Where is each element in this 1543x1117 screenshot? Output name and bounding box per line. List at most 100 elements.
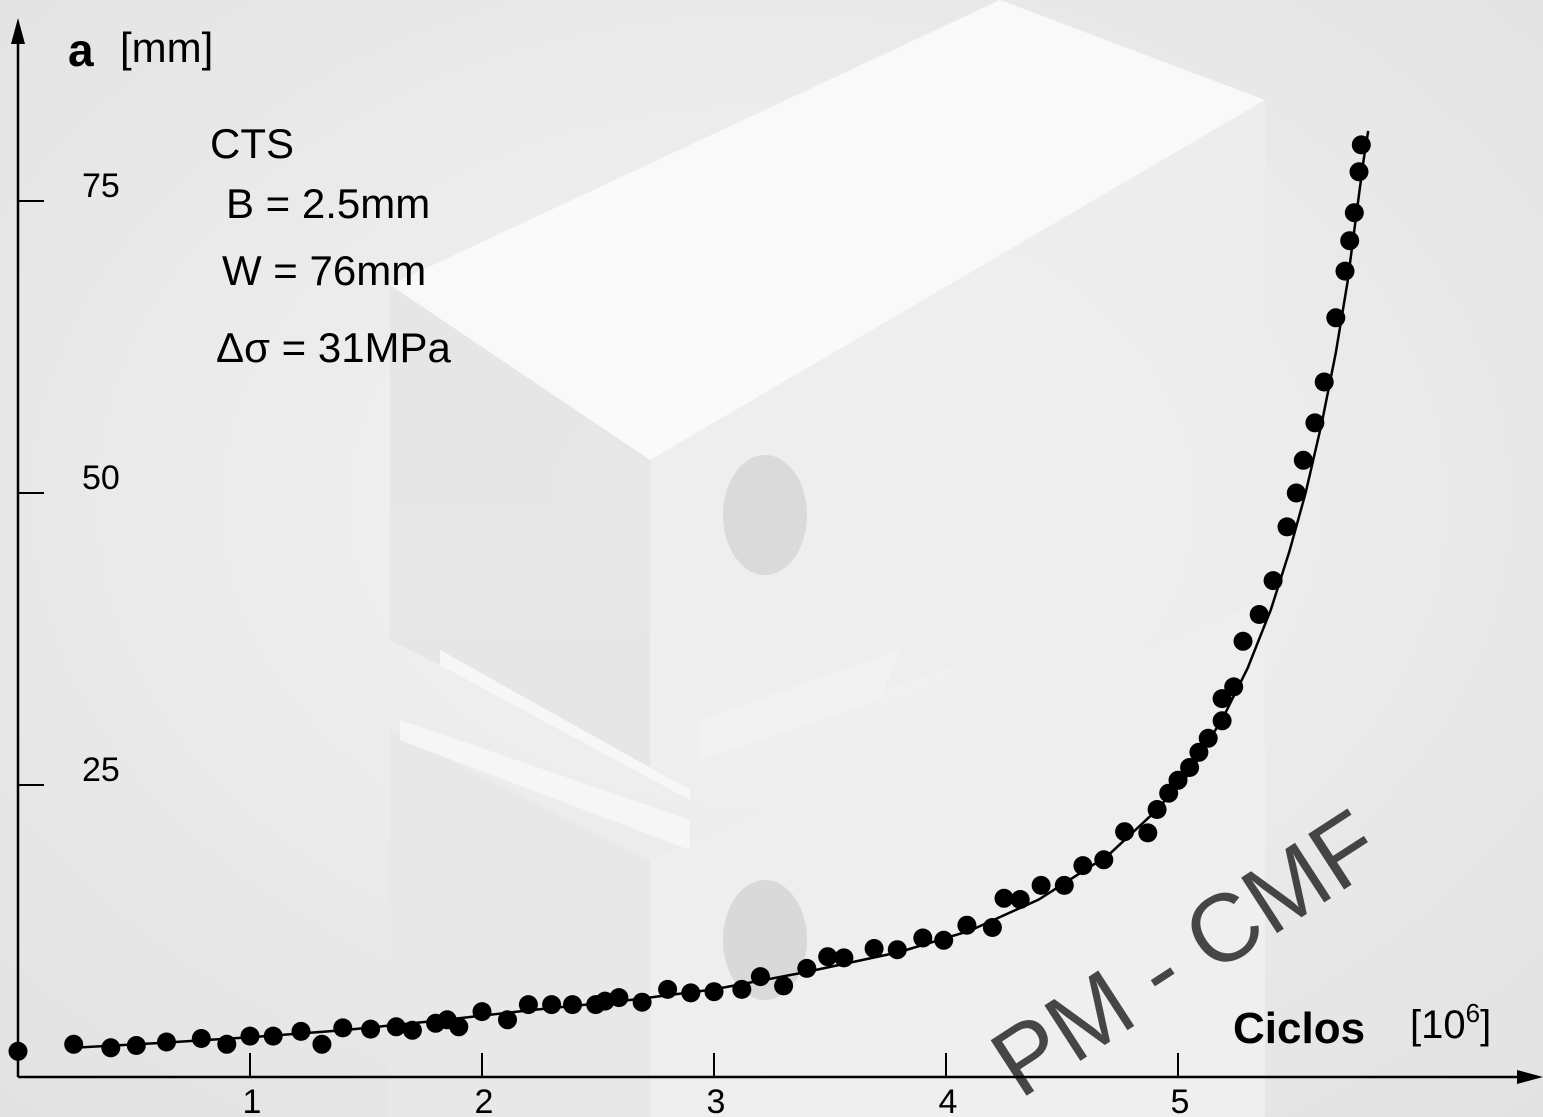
y-ticks: 25 50 75 <box>18 167 120 789</box>
data-point <box>1351 135 1371 155</box>
crack-slot <box>400 720 690 850</box>
x-axis-unit-suffix: ] <box>1480 1003 1491 1047</box>
data-point <box>333 1018 353 1038</box>
data-point <box>1094 850 1114 870</box>
axes <box>16 36 1528 1079</box>
data-point <box>732 979 752 999</box>
data-point <box>191 1029 211 1048</box>
data-point <box>1031 875 1051 895</box>
data-point <box>1189 742 1209 762</box>
data-points <box>8 135 1371 1061</box>
y-tick-label: 50 <box>82 459 120 497</box>
annotation-thickness: B = 2.5mm <box>226 180 430 227</box>
x-axis-arrow <box>1517 1070 1543 1084</box>
data-point <box>1249 605 1269 624</box>
data-point <box>1340 231 1360 251</box>
data-point <box>658 979 678 999</box>
specimen-illustration <box>390 0 1265 1117</box>
data-point <box>498 1010 517 1030</box>
data-point <box>818 947 838 967</box>
x-axis-unit-prefix: [10 <box>1410 1003 1466 1047</box>
data-point <box>240 1026 260 1046</box>
x-axis-unit-exponent: 6 <box>1466 998 1480 1028</box>
data-point <box>1277 517 1297 537</box>
x-tick-label: 4 <box>939 1083 958 1117</box>
data-point <box>563 995 582 1015</box>
data-point <box>1168 770 1188 790</box>
data-point <box>1335 261 1355 281</box>
data-point <box>1138 823 1158 843</box>
y-axis-arrow <box>11 18 25 44</box>
data-point <box>1073 856 1093 876</box>
data-point <box>1286 483 1306 503</box>
y-axis-unit: [mm] <box>120 24 213 71</box>
y-tick-label: 75 <box>82 167 120 205</box>
data-point <box>1054 875 1074 895</box>
x-tick-label: 3 <box>707 1083 726 1117</box>
data-point <box>291 1021 311 1041</box>
lower-pin-hole <box>723 880 807 1000</box>
data-point <box>1198 728 1218 748</box>
annotation-specimen: CTS <box>210 120 294 167</box>
data-point <box>1212 689 1232 709</box>
data-point <box>157 1032 176 1052</box>
y-tick-label: 25 <box>82 751 120 789</box>
data-point <box>101 1038 121 1058</box>
data-point <box>632 992 652 1012</box>
x-ticks: 1 2 3 4 5 <box>243 1053 1190 1117</box>
x-tick-label: 2 <box>475 1083 494 1117</box>
data-point <box>834 948 854 968</box>
data-point <box>609 988 629 1008</box>
data-point <box>312 1034 332 1054</box>
data-point <box>1344 203 1364 223</box>
data-point <box>542 995 562 1015</box>
data-point <box>797 958 817 978</box>
data-point <box>887 940 907 960</box>
data-point <box>449 1017 469 1037</box>
data-point <box>913 928 933 948</box>
block-top-face <box>390 0 1265 460</box>
x-axis-unit: [106] <box>1410 998 1491 1047</box>
data-point <box>1212 711 1232 731</box>
data-point <box>1326 308 1346 328</box>
block-front-face <box>650 100 1265 770</box>
data-point <box>386 1017 406 1037</box>
upper-pin-hole <box>723 455 807 575</box>
data-point <box>1305 413 1325 433</box>
data-point <box>472 1002 492 1022</box>
data-point <box>750 967 770 987</box>
data-point <box>704 982 724 1002</box>
data-point <box>64 1034 84 1054</box>
data-point <box>1147 800 1167 819</box>
data-point <box>864 939 884 958</box>
data-point <box>1314 372 1334 392</box>
annotation-stress-range: Δσ = 31MPa <box>216 324 452 371</box>
data-point <box>681 983 701 1003</box>
block-left-face <box>390 285 650 770</box>
data-point <box>957 915 977 935</box>
data-point <box>361 1019 381 1039</box>
data-point <box>217 1034 237 1054</box>
data-point <box>1180 758 1200 777</box>
x-tick-label: 1 <box>243 1083 262 1117</box>
data-point <box>994 888 1014 908</box>
data-point <box>8 1041 28 1061</box>
crack-slot-edge <box>440 650 690 800</box>
data-point <box>263 1026 283 1046</box>
data-point <box>982 918 1002 937</box>
data-point <box>934 930 954 950</box>
lower-block-front-face <box>650 600 1265 1117</box>
data-point <box>1224 677 1244 697</box>
annotation-width: W = 76mm <box>222 247 426 294</box>
data-point <box>1233 631 1253 651</box>
data-point <box>1010 890 1030 909</box>
data-point <box>774 976 794 996</box>
data-point <box>518 995 538 1015</box>
data-point <box>1293 450 1313 470</box>
data-point <box>402 1020 422 1040</box>
y-axis-symbol: a <box>68 24 94 76</box>
x-tick-label: 5 <box>1171 1083 1190 1117</box>
data-point <box>1349 162 1369 182</box>
notch <box>700 650 900 760</box>
